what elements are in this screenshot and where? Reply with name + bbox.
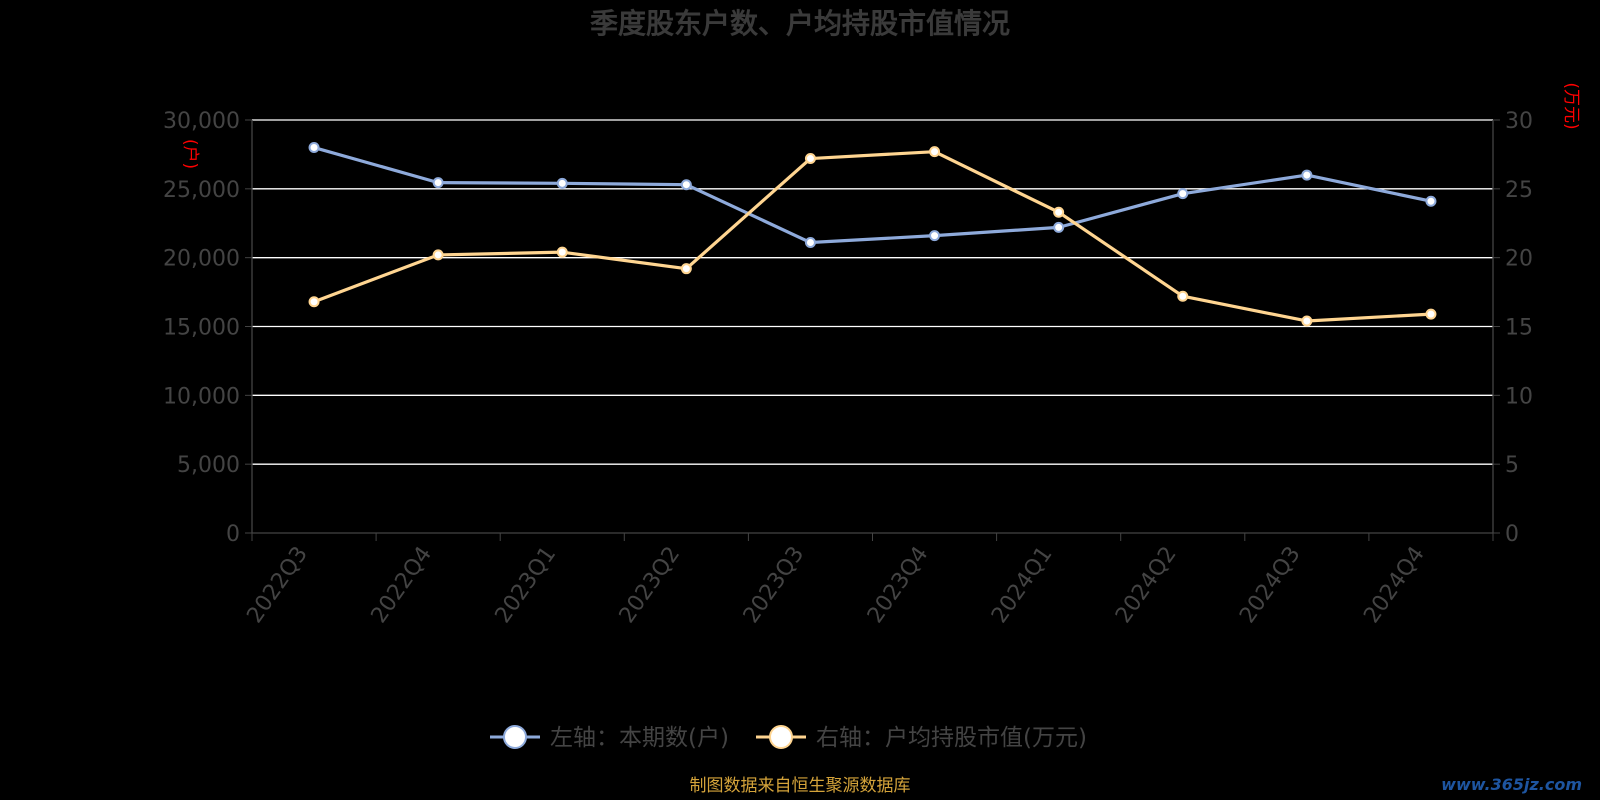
data-point[interactable] xyxy=(556,246,568,258)
right-tick-label: 25 xyxy=(1505,178,1533,203)
data-point[interactable] xyxy=(804,237,816,249)
watermark: www.365jz.com xyxy=(1441,775,1582,794)
grid-layer xyxy=(252,119,1493,465)
data-point[interactable] xyxy=(929,230,941,242)
data-point[interactable] xyxy=(1053,206,1065,218)
legend-label[interactable]: 右轴：户均持股市值(万元) xyxy=(816,725,1087,751)
data-point[interactable] xyxy=(1301,169,1313,181)
left-tick-label: 10,000 xyxy=(163,384,240,409)
data-point[interactable] xyxy=(1425,308,1437,320)
right-axis-unit-label: (万元) xyxy=(1561,82,1581,129)
data-point[interactable] xyxy=(308,296,320,308)
data-point[interactable] xyxy=(1425,195,1437,207)
left-tick-label: 5,000 xyxy=(177,453,240,478)
legend: 左轴：本期数(户) 右轴：户均持股市值(万元) xyxy=(490,725,1087,751)
x-tick-label: 2024Q2 xyxy=(1111,542,1182,628)
chart-title: 季度股东户数、户均持股市值情况 xyxy=(589,7,1010,40)
x-tick-label: 2024Q3 xyxy=(1235,542,1306,628)
series-line-2 xyxy=(313,150,1432,323)
data-point[interactable] xyxy=(680,263,692,275)
data-point[interactable] xyxy=(1301,315,1313,327)
right-tick-label: 20 xyxy=(1505,247,1533,272)
data-point[interactable] xyxy=(432,177,444,189)
data-point[interactable] xyxy=(929,146,941,158)
x-tick-label: 2022Q4 xyxy=(367,542,438,628)
left-tick-label: 15,000 xyxy=(163,316,240,341)
right-tick-label: 10 xyxy=(1505,384,1533,409)
left-tick-label: 30,000 xyxy=(163,109,240,134)
data-point[interactable] xyxy=(680,179,692,191)
series-line-1 xyxy=(313,145,1432,245)
data-point[interactable] xyxy=(1177,290,1189,302)
data-point[interactable] xyxy=(804,153,816,165)
data-point[interactable] xyxy=(556,177,568,189)
legend-label[interactable]: 左轴：本期数(户) xyxy=(550,725,729,751)
left-tick-label: 0 xyxy=(226,522,240,547)
right-tick-label: 15 xyxy=(1505,316,1533,341)
data-point[interactable] xyxy=(1053,221,1065,233)
data-point[interactable] xyxy=(432,249,444,261)
left-tick-label: 25,000 xyxy=(163,178,240,203)
data-point[interactable] xyxy=(308,142,320,154)
legend-marker xyxy=(503,725,527,749)
x-tick-label: 2023Q4 xyxy=(863,542,934,628)
legend-marker xyxy=(769,725,793,749)
left-tick-label: 20,000 xyxy=(163,247,240,272)
x-tick-label: 2023Q3 xyxy=(739,542,810,628)
data-point[interactable] xyxy=(1177,188,1189,200)
x-tick-label: 2023Q2 xyxy=(615,542,686,628)
left-axis-unit-label: (户) xyxy=(180,139,200,169)
x-tick-label: 2023Q1 xyxy=(491,542,562,628)
right-tick-label: 0 xyxy=(1505,522,1519,547)
right-tick-label: 30 xyxy=(1505,109,1533,134)
series-layer xyxy=(308,142,1437,327)
data-source-note: 制图数据来自恒生聚源数据库 xyxy=(689,776,911,796)
x-tick-label: 2024Q4 xyxy=(1359,542,1430,628)
right-tick-label: 5 xyxy=(1505,453,1519,478)
x-tick-label: 2024Q1 xyxy=(987,542,1058,628)
x-tick-label: 2022Q3 xyxy=(242,542,313,628)
